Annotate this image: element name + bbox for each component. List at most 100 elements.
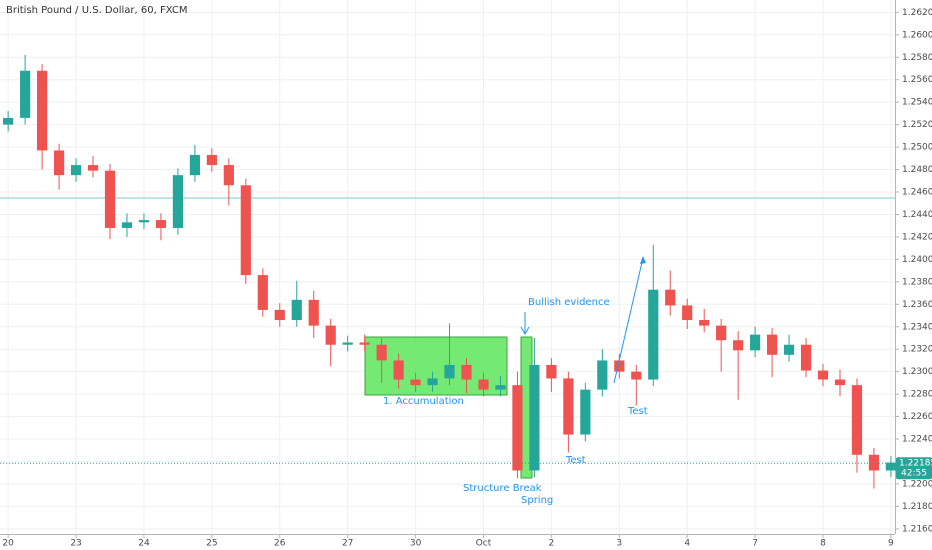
candle-body xyxy=(699,320,710,326)
y-tick-label: 1.25800 xyxy=(902,53,932,63)
candle-body xyxy=(70,165,82,176)
candle-body xyxy=(427,378,438,386)
arrow-head xyxy=(520,326,530,336)
candle-body xyxy=(376,344,387,361)
x-tick-label: 2 xyxy=(549,539,555,549)
candle-body xyxy=(393,360,404,380)
annotation: Test xyxy=(627,406,648,417)
candle-body xyxy=(37,70,48,151)
candle-body xyxy=(614,360,625,372)
candle-body xyxy=(868,454,880,471)
candle-body xyxy=(121,222,133,228)
candle-body xyxy=(87,165,99,171)
annotation: Spring xyxy=(521,495,553,506)
candle-body xyxy=(885,462,897,471)
arrow-line xyxy=(613,257,644,384)
candle-body xyxy=(189,154,200,176)
y-tick-label: 1.22000 xyxy=(902,479,932,489)
candle-body xyxy=(206,154,217,166)
y-tick-label: 1.22800 xyxy=(902,390,932,400)
y-tick-label: 1.25400 xyxy=(902,98,932,108)
x-tick-label: 30 xyxy=(410,539,422,549)
last-price-box xyxy=(896,457,932,480)
candle-body xyxy=(291,299,302,321)
x-tick-label: 25 xyxy=(206,539,217,549)
grid xyxy=(0,0,895,534)
x-tick-label: 26 xyxy=(274,539,286,549)
candle-body xyxy=(563,378,574,435)
arrow-head xyxy=(640,256,646,264)
candle-body xyxy=(274,309,285,321)
x-tick-label: 4 xyxy=(684,539,690,549)
y-tick-label: 1.26200 xyxy=(902,8,932,18)
candle-body xyxy=(3,117,14,125)
candle-body xyxy=(308,299,319,326)
candle-body xyxy=(800,344,812,371)
y-tick-label: 1.22400 xyxy=(902,435,932,445)
candle-body xyxy=(631,371,642,380)
y-tick-label: 1.23400 xyxy=(902,322,932,332)
annotation: Structure Break xyxy=(463,483,542,494)
y-tick-label: 1.24800 xyxy=(902,165,932,175)
countdown: 42:55 xyxy=(901,469,927,479)
y-tick-label: 1.26000 xyxy=(902,30,932,40)
candle-body xyxy=(325,325,336,345)
y-tick-label: 1.23000 xyxy=(902,367,932,377)
candle-body xyxy=(240,185,251,276)
candle-body xyxy=(750,334,761,351)
y-tick-label: 1.25600 xyxy=(902,75,932,85)
candle-body xyxy=(495,385,506,390)
candle-body xyxy=(223,165,234,186)
candle-body xyxy=(716,325,727,341)
y-tick-label: 1.24400 xyxy=(902,210,932,220)
candles xyxy=(3,55,897,489)
candle-body xyxy=(20,70,31,118)
candle-body xyxy=(257,275,268,310)
y-tick-label: 1.21800 xyxy=(902,502,932,512)
candle-body xyxy=(461,364,472,380)
x-tick-label: 23 xyxy=(70,539,81,549)
last-price-label: 1.22185 xyxy=(899,459,932,469)
x-tick-label: 7 xyxy=(752,539,758,549)
x-tick-label: 9 xyxy=(888,539,894,549)
candle-body xyxy=(444,364,455,379)
y-tick-label: 1.23600 xyxy=(902,300,932,310)
candle-body xyxy=(512,385,523,471)
candle-body xyxy=(766,334,778,355)
x-tick-label: 8 xyxy=(820,539,826,549)
y-tick-label: 1.21600 xyxy=(902,524,932,534)
annotation: Test xyxy=(565,455,586,466)
x-tick-label: Oct xyxy=(476,539,492,549)
y-tick-label: 1.23200 xyxy=(902,345,932,355)
candle-body xyxy=(104,170,116,228)
candle-body xyxy=(648,289,659,380)
x-tick-label: 20 xyxy=(2,539,14,549)
x-tick-label: 3 xyxy=(616,539,622,549)
y-tick-label: 1.24200 xyxy=(902,232,932,242)
candle-body xyxy=(342,342,353,345)
candle-body xyxy=(851,385,863,455)
candle-body xyxy=(172,175,184,228)
candle-body xyxy=(817,370,829,380)
x-tick-label: 27 xyxy=(342,539,353,549)
candle-body xyxy=(138,220,150,223)
candle-body xyxy=(546,364,557,379)
candle-body xyxy=(682,305,693,321)
candle-body xyxy=(597,360,608,390)
y-tick-label: 1.24000 xyxy=(902,255,932,265)
chart-title: British Pound / U.S. Dollar, 60, FXCM xyxy=(6,5,187,16)
candle-body xyxy=(53,150,65,176)
candle-body xyxy=(834,379,846,386)
candle-body xyxy=(155,220,167,228)
y-tick-label: 1.23800 xyxy=(902,277,932,287)
annotation: 1. Accumulation xyxy=(383,396,464,407)
y-tick-label: 1.24600 xyxy=(902,188,932,198)
y-tick-label: 1.22600 xyxy=(902,412,932,422)
candle-body xyxy=(410,379,421,386)
x-tick-label: 24 xyxy=(138,539,150,549)
annotation: Bullish evidence xyxy=(528,297,610,308)
candle-body xyxy=(665,289,676,306)
candle-body xyxy=(580,389,591,435)
candle-body xyxy=(783,344,795,355)
